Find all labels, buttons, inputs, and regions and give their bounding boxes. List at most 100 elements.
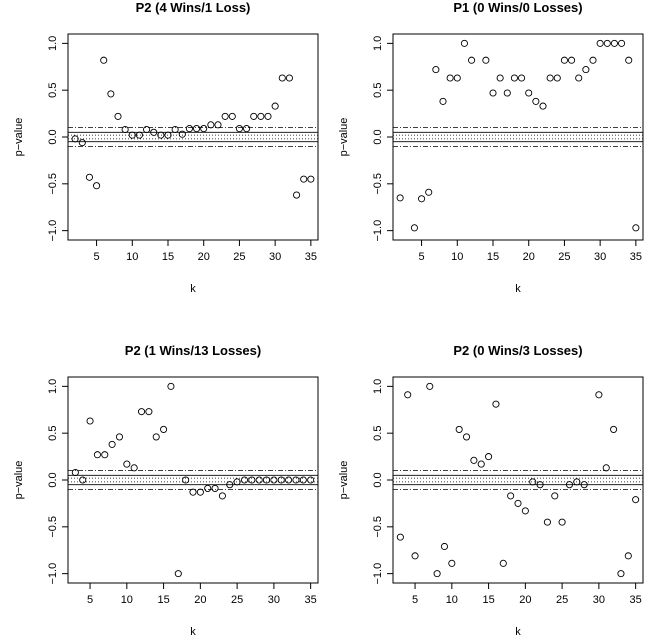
data-point [432, 66, 440, 74]
data-point [130, 464, 138, 472]
data-point [492, 400, 500, 408]
data-point [499, 559, 507, 567]
data-point [507, 492, 515, 500]
y-axis-label: p−value [338, 118, 350, 157]
data-point [440, 542, 449, 551]
data-point [167, 382, 175, 390]
data-point [426, 382, 434, 390]
data-point [510, 74, 518, 82]
data-point [539, 102, 547, 110]
data-point [174, 570, 182, 578]
y-tick-label: 0.5 [372, 83, 384, 98]
chart-title: P2 (4 Wins/1 Loss) [136, 0, 251, 15]
data-point [470, 456, 478, 464]
data-point [243, 125, 251, 133]
x-tick-label: 15 [482, 594, 494, 606]
data-point [193, 125, 201, 133]
x-tick-label: 35 [305, 251, 317, 263]
data-point [78, 139, 86, 147]
data-point [277, 476, 285, 484]
data-point [455, 425, 463, 433]
data-point [468, 56, 476, 64]
y-tick-label: −1.0 [47, 220, 59, 242]
data-point [489, 89, 497, 97]
y-tick-label: 0.5 [47, 83, 59, 98]
data-point [525, 89, 533, 97]
x-axis-label: k [190, 626, 196, 638]
data-point [293, 191, 301, 199]
data-point [582, 66, 590, 74]
data-point [558, 518, 566, 526]
data-point [123, 460, 131, 468]
data-point [485, 453, 493, 461]
data-point [575, 74, 583, 82]
data-point [114, 112, 122, 120]
data-point [207, 121, 215, 129]
data-point [86, 417, 94, 425]
data-point [565, 481, 574, 489]
data-point [71, 468, 79, 477]
x-tick-label: 10 [451, 251, 463, 263]
chart-panel-2: P1 (0 Wins/0 Losses) 5 10 15 20 25 30 35 −1.0 −0.… [338, 0, 644, 295]
data-point [221, 112, 229, 120]
data-point [240, 476, 249, 484]
plot-frame [67, 376, 319, 584]
y-tick-label: 0.0 [47, 472, 59, 487]
y-tick-label: 0.0 [372, 129, 384, 144]
chart-title: P2 (0 Wins/3 Losses) [453, 343, 582, 358]
chart-title: P2 (1 Wins/13 Losses) [125, 343, 261, 358]
data-point [482, 56, 490, 64]
chart-panel-1: P2 (4 Wins/1 Loss) 5 10 15 20 25 30 35 −1.0 −0.5 0… [13, 0, 319, 295]
data-point [93, 182, 101, 190]
data-point [580, 481, 588, 489]
data-point [503, 89, 511, 97]
data-point [228, 112, 236, 120]
y-tick-label: −1.0 [372, 563, 384, 585]
data-point [573, 478, 581, 486]
y-axis-label: p−value [13, 461, 25, 500]
data-point [71, 135, 79, 143]
data-point [271, 102, 279, 110]
y-tick-label: −0.5 [47, 516, 59, 538]
x-tick-label: 30 [593, 594, 605, 606]
data-point [595, 391, 603, 399]
data-point [624, 552, 632, 560]
plot-frame [392, 376, 644, 584]
y-tick-label: 1.0 [372, 379, 384, 394]
data-point [214, 121, 222, 129]
y-tick-label: 1.0 [47, 36, 59, 51]
data-point [411, 552, 419, 560]
x-tick-label: 30 [268, 594, 280, 606]
data-point [264, 112, 272, 120]
data-point [496, 74, 504, 82]
data-point [551, 492, 559, 500]
data-point [425, 188, 433, 196]
plot-frame [67, 33, 319, 241]
data-point [404, 391, 412, 399]
data-point [292, 476, 300, 484]
x-tick-label: 35 [630, 251, 642, 263]
x-axis-label: k [515, 283, 521, 295]
data-point [262, 476, 271, 484]
data-point [85, 173, 93, 181]
data-point [235, 125, 243, 133]
data-point [218, 492, 226, 500]
data-point [128, 131, 136, 139]
data-point [200, 125, 208, 133]
x-tick-label: 20 [523, 251, 535, 263]
y-axis-label: p−value [13, 118, 25, 157]
y-tick-label: −0.5 [47, 173, 59, 195]
data-point [182, 476, 190, 484]
data-point [285, 476, 293, 484]
data-point [396, 533, 404, 541]
data-point [410, 224, 418, 232]
data-point [108, 440, 116, 448]
chart-title: P1 (0 Wins/0 Losses) [453, 0, 582, 15]
data-point [529, 478, 537, 486]
x-tick-label: 10 [126, 251, 138, 263]
data-point [79, 476, 87, 484]
data-point [137, 408, 146, 416]
data-point [632, 496, 640, 504]
data-point [625, 56, 633, 64]
data-point [107, 90, 115, 98]
